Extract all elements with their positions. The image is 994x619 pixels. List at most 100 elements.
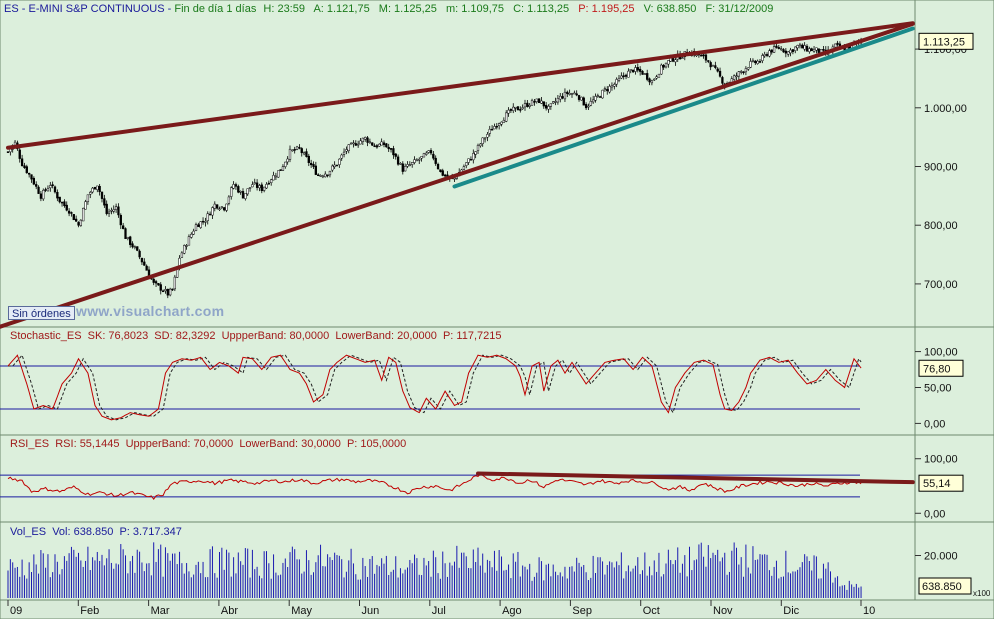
x-axis-label-10: 10 [863, 605, 875, 617]
stochastic-last-value: 76,80 [923, 363, 951, 375]
price-candle [798, 44, 802, 47]
price-candle [490, 128, 494, 131]
price-candle [704, 54, 708, 61]
price-candle [96, 185, 99, 190]
price-candle [434, 157, 437, 164]
header-symbol: ES [4, 3, 19, 15]
price-candle [378, 143, 381, 147]
price-candle [317, 174, 320, 177]
price-candle [784, 50, 788, 54]
price-candle [44, 189, 47, 191]
price-candle [199, 221, 202, 228]
price-candle [599, 96, 602, 98]
price-candle [197, 224, 200, 227]
header-high: M: 1.125,25 [379, 3, 437, 15]
price-candle [122, 225, 125, 229]
price-candle [267, 182, 271, 185]
price-candle [575, 93, 578, 96]
price-candle [639, 68, 642, 72]
price-candle [674, 59, 677, 63]
price-candle [112, 209, 115, 212]
price-trendline-red [6, 21, 915, 150]
price-candle [643, 73, 647, 75]
price-candle [302, 152, 306, 155]
price-candle [737, 71, 741, 77]
price-candle [822, 49, 825, 51]
price-candle [126, 236, 129, 239]
price-candle [667, 60, 670, 65]
price-candle [270, 179, 273, 183]
price-candle [248, 187, 252, 189]
price-candle [18, 149, 21, 159]
price-candle [735, 75, 738, 78]
price-candle [53, 186, 57, 193]
price-candle [328, 170, 332, 176]
price-candle [63, 201, 66, 207]
price-candle [406, 164, 409, 167]
price-candle [627, 70, 630, 78]
price-candle [223, 207, 226, 211]
price-candle [453, 177, 456, 180]
price-candle [35, 184, 38, 187]
price-candle [603, 88, 607, 91]
price-candle [476, 144, 480, 151]
price-candle [305, 151, 308, 157]
price-candle [420, 156, 423, 159]
price-candle [366, 137, 369, 143]
price-candle [295, 146, 299, 150]
price-candle [547, 106, 550, 110]
price-candle [422, 153, 426, 158]
header-time: H: 23:59 [263, 3, 305, 15]
price-candle [780, 48, 783, 50]
price-candle [56, 192, 59, 199]
header-date: F: 31/12/2009 [705, 3, 773, 15]
price-candle [754, 60, 757, 64]
price-candle [641, 70, 644, 75]
price-candle [481, 137, 484, 144]
price-candle [425, 152, 428, 155]
price-candle [9, 148, 12, 153]
volume-last-value: 638.850 [922, 581, 962, 593]
orders-button[interactable]: Sin órdenes [8, 306, 75, 320]
price-candle [716, 68, 719, 72]
price-candle [70, 212, 73, 214]
price-candle [321, 175, 325, 178]
price-candle [20, 158, 24, 167]
price-candle [39, 193, 43, 199]
x-axis-label-may: May [291, 605, 312, 617]
price-candle [206, 213, 209, 221]
price-candle [615, 79, 618, 85]
price-candle [274, 175, 278, 178]
price-candle [169, 288, 172, 296]
price-candle [608, 86, 611, 93]
price-candle [117, 206, 120, 216]
price-candle [119, 214, 122, 226]
price-candle [507, 109, 510, 114]
price-candle [201, 220, 205, 223]
price-candle [624, 74, 628, 77]
price-candle [587, 105, 590, 108]
price-candle [498, 123, 501, 127]
price-last-value-box [918, 32, 974, 50]
stochastic-sk-line [7, 354, 862, 421]
price-candle [634, 67, 637, 72]
header-name: E-MINI S&P CONTINUOUS [28, 3, 164, 15]
price-candle [277, 170, 280, 178]
price-candle [568, 93, 571, 95]
price-candle [375, 145, 379, 148]
price-candle [42, 189, 45, 200]
price-candle [805, 45, 809, 52]
price-candle [72, 214, 75, 221]
price-candle [535, 98, 538, 102]
price-candle [359, 140, 362, 145]
price-candle [427, 150, 430, 153]
price-candle [810, 48, 813, 52]
volume-last-value-box [918, 577, 972, 595]
price-candle [545, 105, 548, 109]
price-candle [140, 257, 144, 263]
price-candle [314, 165, 318, 175]
header-p-value: P: 1.195,25 [578, 3, 634, 15]
price-candle [408, 164, 412, 166]
price-candle [67, 210, 71, 214]
price-candle [399, 163, 402, 165]
